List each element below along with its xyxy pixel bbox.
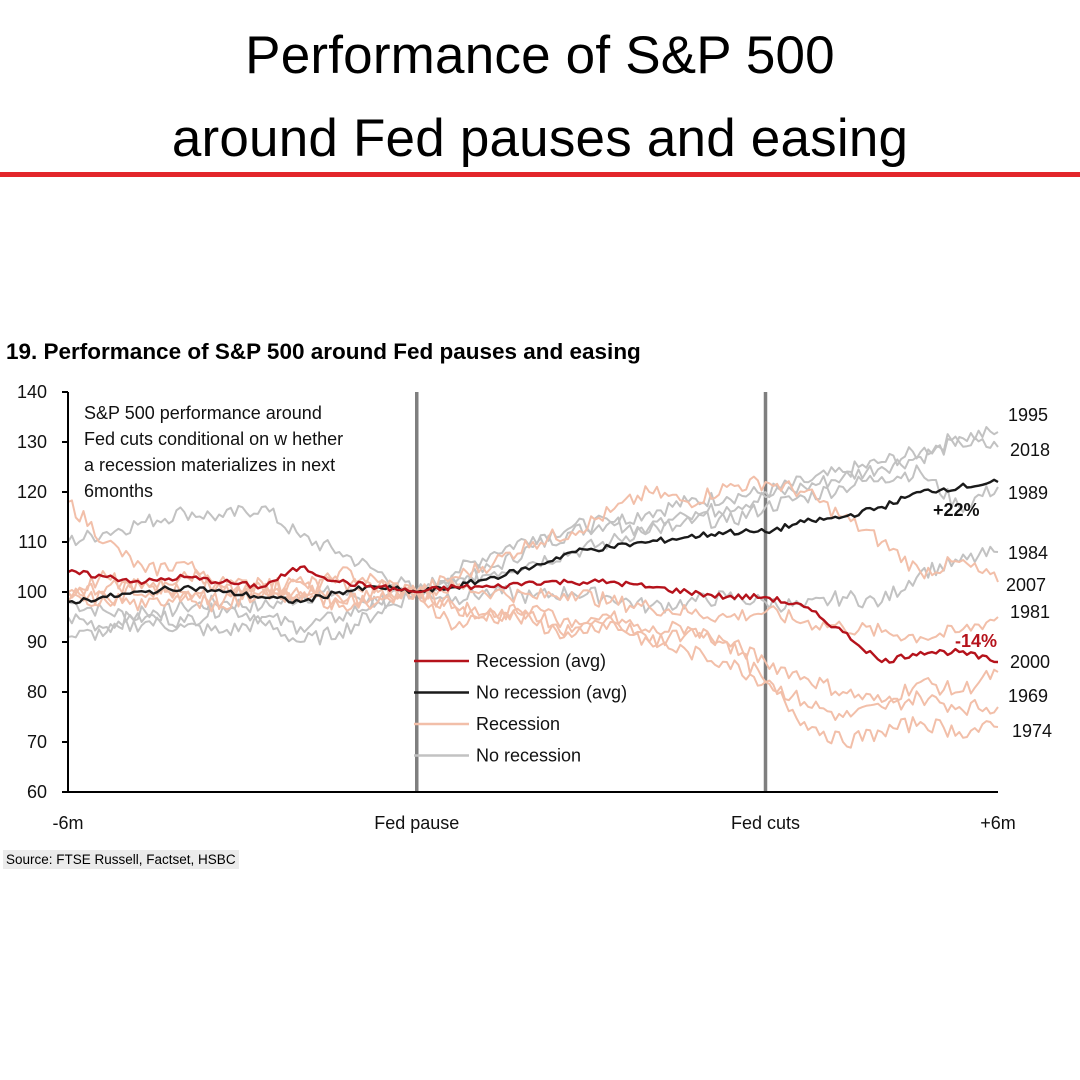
y-tick-label-60: 60 [27, 782, 47, 802]
end-label-22: +22% [933, 500, 980, 520]
end-label-2007: 2007 [1006, 575, 1046, 595]
annotation-line-3: a recession materializes in next [84, 455, 335, 475]
annotation-line-1: S&P 500 performance around [84, 403, 322, 423]
series-line-1981-5 [67, 574, 999, 644]
end-label-1984: 1984 [1008, 543, 1048, 563]
y-tick-label-100: 100 [17, 582, 47, 602]
series-line-14-10 [67, 565, 999, 664]
series-line-2018-1 [67, 435, 999, 594]
headline-line-2: around Fed pauses and easing [171, 109, 909, 168]
end-label-14: -14% [955, 631, 997, 651]
end-label-2000: 2000 [1010, 652, 1050, 672]
accent-rule [0, 172, 1080, 177]
legend-label-3: Recession [476, 714, 560, 734]
end-label-2018: 2018 [1010, 440, 1050, 460]
y-tick-label-130: 130 [17, 432, 47, 452]
headline: Performance of S&P 500 around Fed pauses… [0, 14, 1080, 180]
legend-label-2: No recession (avg) [476, 683, 627, 703]
y-tick-label-140: 140 [17, 382, 47, 402]
series-line-22-9 [67, 478, 999, 605]
series-line-2000-6 [67, 568, 999, 704]
line-chart: 140 130 120 110 100 90 80 70 60 -6m Fed pause Fed c… [17, 382, 1052, 833]
annotation-line-2: Fed cuts conditional on w hether [84, 429, 343, 449]
legend-label-4: No recession [476, 746, 581, 766]
headline-line-1: Performance of S&P 500 [245, 26, 835, 85]
end-label-1974: 1974 [1012, 721, 1052, 741]
y-tick-label-70: 70 [27, 732, 47, 752]
x-tick-label-4: +6m [980, 813, 1016, 833]
chart-title: 19. Performance of S&P 500 around Fed pa… [6, 339, 641, 364]
series-line-1974-8 [67, 576, 999, 749]
x-tick-label-1: -6m [53, 813, 84, 833]
end-label-1989: 1989 [1008, 483, 1048, 503]
y-tick-label-120: 120 [17, 482, 47, 502]
x-tick-label-2: Fed pause [374, 813, 459, 833]
end-label-1995: 1995 [1008, 405, 1048, 425]
source-note: Source: FTSE Russell, Factset, HSBC [3, 850, 239, 869]
y-tick-label-80: 80 [27, 682, 47, 702]
end-label-1981: 1981 [1010, 602, 1050, 622]
y-tick-label-90: 90 [27, 632, 47, 652]
legend-label-1: Recession (avg) [476, 651, 606, 671]
end-label-1969: 1969 [1008, 686, 1048, 706]
y-tick-label-110: 110 [18, 532, 47, 552]
annotation-line-4: 6months [84, 481, 153, 501]
series-line-1969-7 [67, 582, 999, 721]
x-tick-label-3: Fed cuts [731, 813, 800, 833]
